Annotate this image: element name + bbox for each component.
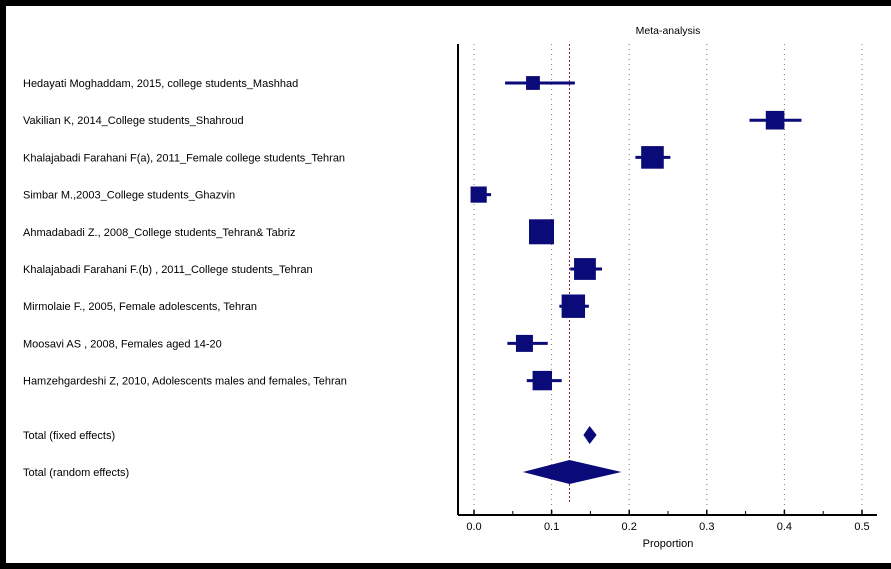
x-tick-label: 0.2 xyxy=(622,521,637,533)
study-label: Moosavi AS , 2008, Females aged 14-20 xyxy=(23,338,222,350)
total-label: Total (random effects) xyxy=(23,467,129,479)
forest-plot: Meta-analysis 0.0 0.1 0.2 0.3 0.4 0.5 Proport… xyxy=(23,25,877,550)
pooled-diamond xyxy=(583,426,597,444)
study-label: Hamzehgardeshi Z, 2010, Adolescents male… xyxy=(23,376,347,388)
study-labels: Hedayati Moghaddam, 2015, college studen… xyxy=(23,78,347,479)
x-tick-label: 0.0 xyxy=(466,521,481,533)
pooled-diamond xyxy=(522,460,622,484)
grid-lines xyxy=(473,44,863,514)
x-tick-label: 0.1 xyxy=(544,521,559,533)
study-label: Simbar M.,2003_College students_Ghazvin xyxy=(23,190,235,202)
point-estimate-square xyxy=(574,258,596,280)
x-tick-label: 0.3 xyxy=(699,521,714,533)
x-ticks: 0.0 0.1 0.2 0.3 0.4 0.5 xyxy=(466,510,870,533)
point-estimate-square xyxy=(515,334,533,352)
x-axis-label: Proportion xyxy=(643,538,694,550)
chart-title: Meta-analysis xyxy=(636,25,701,37)
study-label: Vakilian K, 2014_College students_Shahro… xyxy=(23,115,244,127)
point-estimate-square xyxy=(470,186,487,203)
study-label: Ahmadabadi Z., 2008_College students_Teh… xyxy=(23,227,296,239)
point-estimate-square xyxy=(532,370,552,391)
point-estimate-square xyxy=(561,294,586,318)
x-tick-label: 0.4 xyxy=(777,521,792,533)
point-estimate-square xyxy=(641,146,664,169)
point-estimate-square xyxy=(765,110,785,130)
point-estimate-square xyxy=(526,76,540,90)
x-tick-label: 0.5 xyxy=(854,521,869,533)
point-estimate-square xyxy=(529,219,555,245)
axes xyxy=(457,44,877,516)
study-marks xyxy=(470,76,802,484)
study-label: Khalajabadi Farahani F.(b) , 2011_Colleg… xyxy=(23,264,313,276)
study-label: Hedayati Moghaddam, 2015, college studen… xyxy=(23,78,298,90)
chart-frame: Meta-analysis 0.0 0.1 0.2 0.3 0.4 0.5 Proport… xyxy=(6,6,891,563)
total-label: Total (fixed effects) xyxy=(23,430,115,442)
study-label: Mirmolaie F., 2005, Female adolescents, … xyxy=(23,301,257,313)
study-label: Khalajabadi Farahani F(a), 2011_Female c… xyxy=(23,152,345,164)
